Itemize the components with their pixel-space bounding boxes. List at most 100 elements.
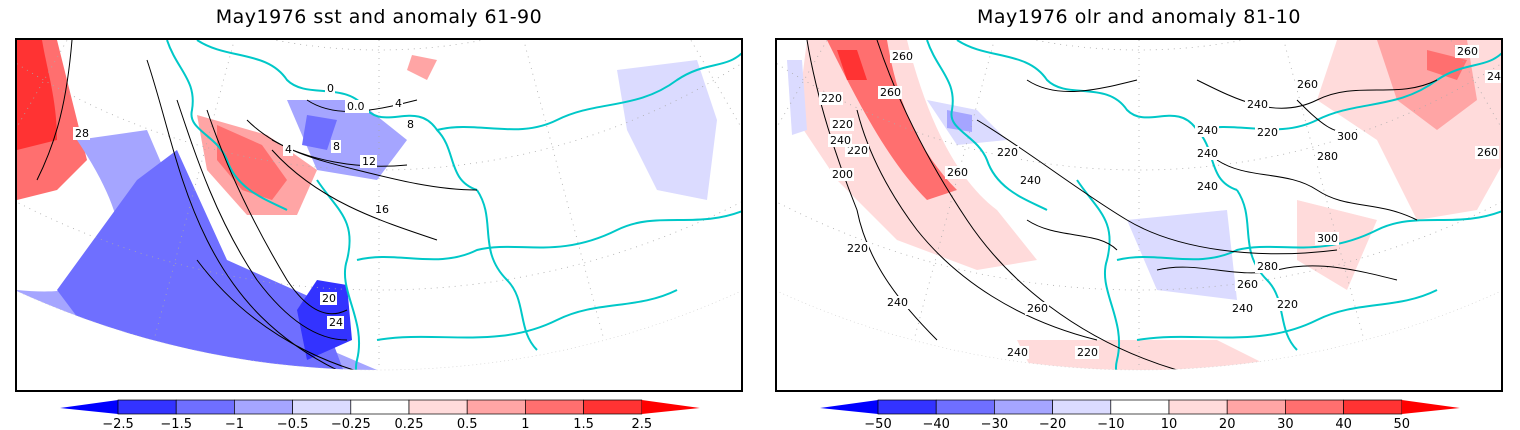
olr-colorbar-segment: [1285, 399, 1344, 415]
olr-colorbar-segment: [1110, 399, 1170, 415]
anomaly-region: [1017, 340, 1277, 370]
contour-label-bg: [845, 144, 869, 157]
contour-label-bg: [327, 316, 344, 329]
olr-colorbar-tick-label: 10: [1161, 417, 1178, 430]
contour-label-bg: [405, 118, 415, 131]
contour-label-bg: [828, 134, 852, 147]
contour-label: 24: [329, 316, 343, 329]
contour-label: 240: [1197, 180, 1218, 193]
contour-line: [976, 119, 1338, 255]
contour-label-bg: [1475, 146, 1499, 159]
coastline: [1196, 49, 1501, 131]
contour-label: 20: [322, 292, 336, 305]
anomaly-region: [617, 60, 717, 200]
sst-colorbar-segment: [234, 399, 293, 415]
olr-map-panel: 260 260 220 220 220 200 240 220 240 240 240 240 260 2…: [775, 38, 1503, 392]
contour-label-bg: [1025, 302, 1049, 315]
olr-colorbar-tick-label: 40: [1335, 417, 1352, 430]
olr-colorbar-tick-label: −40: [922, 417, 949, 430]
contour-label: 260: [880, 86, 901, 99]
contour-label-bg: [331, 140, 341, 153]
contour-label-bg: [1255, 126, 1279, 139]
anomaly-region: [787, 60, 807, 135]
contour-label: 200: [832, 168, 853, 181]
sst-colorbar-arrow-low: [60, 400, 118, 414]
olr-map-content: 2602602202202202002402202402402402402602…: [777, 40, 1501, 370]
contour-label: 300: [1337, 130, 1358, 143]
olr-anomaly-colorbar: −50 −40 −30 −20 −10 10 20 30 40 50: [815, 398, 1475, 430]
contour-label: 240: [1247, 98, 1268, 111]
contour-label: 4: [395, 97, 402, 110]
coastline: [436, 49, 741, 131]
contour-line: [1216, 159, 1418, 221]
anomaly-region: [1127, 210, 1237, 300]
contour-label: 220: [1077, 346, 1098, 359]
sst-colorbar-tick-label: 0.25: [395, 417, 424, 430]
contour-label: 28: [75, 127, 89, 140]
anomaly-region: [17, 40, 57, 150]
contour-label: 220: [1277, 298, 1298, 311]
contour-label-bg: [458, 382, 475, 390]
sst-colorbar-segment: [117, 399, 177, 415]
contour-label-bg: [1075, 346, 1099, 359]
contour-line: [1026, 219, 1118, 251]
olr-colorbar-segment: [1226, 399, 1286, 415]
olr-colorbar-arrow-low: [820, 400, 878, 414]
anomaly-region: [217, 125, 287, 200]
contour-label-bg: [1230, 302, 1254, 315]
anomaly-region: [302, 115, 337, 150]
contour-label-bg: [1195, 147, 1219, 160]
contour-line: [856, 109, 1098, 341]
sst-colorbar-segment: [350, 399, 410, 415]
olr-colorbar-tick-label: −50: [864, 417, 891, 430]
sst-colorbar-tick-label: 2.5: [631, 417, 652, 430]
contour-label: 280: [1317, 150, 1338, 163]
contour-label-bg: [1235, 278, 1259, 291]
contour-line: [876, 40, 1501, 370]
contour-label: 240: [1020, 174, 1041, 187]
sst-map-panel: 28 0 0.0 4 8 4 8 12 16 20 24 28: [15, 38, 743, 392]
contour-label: 260: [1237, 278, 1258, 291]
contour-label-bg: [830, 118, 854, 131]
sst-colorbar-tick-label: −0.25: [331, 417, 371, 430]
contour-line: [176, 99, 348, 341]
contour-label-bg: [320, 292, 337, 305]
anomaly-region: [297, 280, 352, 360]
contour-label: 28: [460, 382, 474, 390]
contour-label: 0.0: [347, 100, 365, 113]
contour-line: [206, 109, 348, 315]
contour-label: 260: [1027, 302, 1048, 315]
contour-label-bg: [1455, 45, 1479, 58]
sst-colorbar-tick-label: 1: [521, 417, 529, 430]
contour-line: [1196, 79, 1438, 109]
coastline: [316, 179, 378, 370]
contour-label-bg: [890, 50, 914, 63]
olr-colorbar-segment: [1052, 399, 1112, 415]
contour-label-bg: [1195, 124, 1219, 137]
contour-label-bg: [945, 166, 969, 179]
olr-colorbar-tick-label: 50: [1394, 417, 1411, 430]
contour-label: 280: [1257, 260, 1278, 273]
sst-colorbar-segment: [408, 399, 468, 415]
coastline: [1236, 189, 1298, 351]
contour-label: 220: [1257, 126, 1278, 139]
contour-label-bg: [1255, 260, 1279, 273]
contour-label: 220: [997, 146, 1018, 159]
olr-colorbar-tick-label: 20: [1219, 417, 1236, 430]
olr-colorbar-segment: [1343, 399, 1403, 415]
left-chart-title: May1976 sst and anomaly 61-90: [215, 6, 543, 28]
contour-label-bg: [73, 127, 90, 140]
contour-label-bg: [1195, 180, 1219, 193]
contour-label: 260: [1477, 146, 1498, 159]
contour-label-bg: [1315, 150, 1339, 163]
contour-label: 260: [1457, 45, 1478, 58]
latitude-gridline: [17, 40, 741, 51]
contour-label-bg: [373, 203, 390, 216]
contour-label: 260: [1297, 78, 1318, 91]
sst-colorbar-segment: [466, 399, 526, 415]
coastline: [926, 40, 1048, 211]
anomaly-region: [57, 150, 347, 370]
contour-label-bg: [1315, 232, 1339, 245]
sst-colorbar-arrow-high: [641, 400, 700, 414]
contour-label-bg: [819, 92, 843, 105]
